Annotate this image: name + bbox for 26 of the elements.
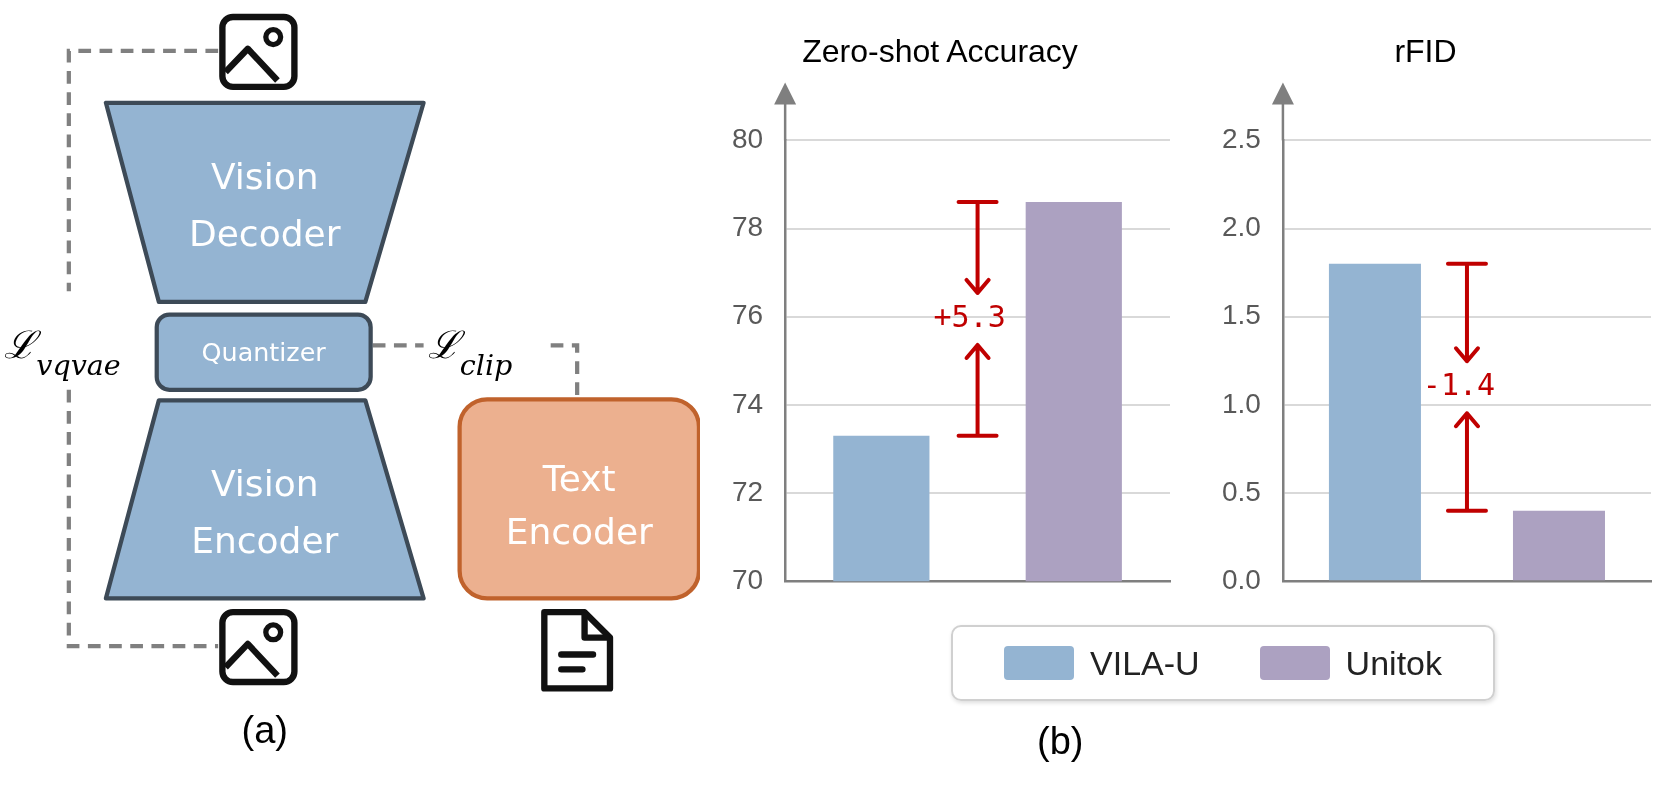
annotation: +5.3 [933,298,1006,334]
y-tick-label: 0.0 [1221,563,1261,595]
y-tick-label: 1.5 [1221,299,1261,331]
y-tick-label: 70 [731,563,764,595]
legend-label: Unitok [1345,643,1442,683]
y-tick-label: 74 [731,387,764,419]
y-tick-label: 72 [731,475,764,507]
y-tick-label: 76 [731,299,764,331]
chart-title: Zero-shot Accuracy [802,33,1078,70]
text: (b) [1037,720,1084,763]
text: ℒ$_{clip}$ [427,322,513,382]
text: ℒ$_{vqvae}$ [4,322,121,382]
y-tick-label: 0.5 [1221,475,1261,507]
chart-title: rFID [1394,33,1457,70]
annotation: -1.4 [1422,367,1496,403]
text: (a) [241,708,289,752]
y-tick-label: 80 [731,123,764,155]
text: Text Encoder [505,458,654,553]
y-tick-label: 78 [731,211,764,243]
y-tick-label: 1.0 [1221,387,1261,419]
text: Vision Decoder [189,155,341,254]
y-tick-label: 2.5 [1221,123,1261,155]
legend-label: VILA-U [1090,643,1200,683]
text: Vision Encoder [191,462,339,561]
y-tick-label: 2.0 [1221,211,1261,243]
text: Quantizer [201,337,327,368]
